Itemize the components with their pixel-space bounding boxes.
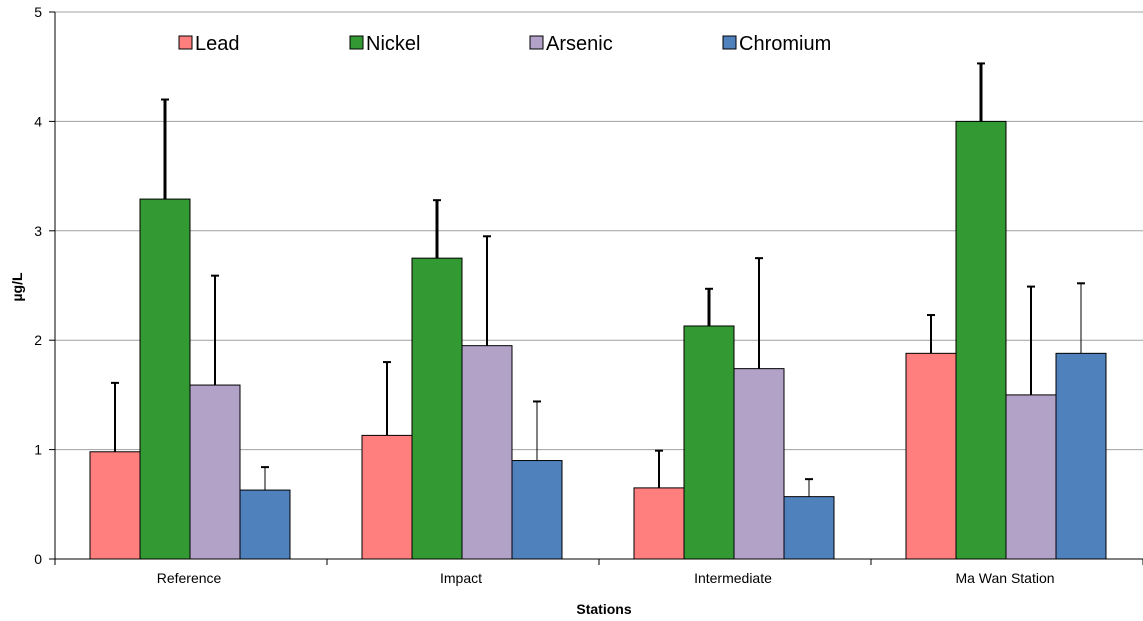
x-tick-label: Ma Wan Station — [955, 570, 1054, 586]
legend-swatch-chromium — [722, 35, 737, 50]
bar-nickel-3 — [683, 325, 735, 560]
y-tick-label: 3 — [34, 223, 42, 239]
bar-arsenic-3 — [733, 368, 785, 560]
legend-label-arsenic: Arsenic — [546, 33, 613, 55]
x-tick-label: Impact — [440, 570, 482, 586]
bar-arsenic-4 — [1005, 394, 1057, 560]
y-tick-label: 2 — [34, 332, 42, 348]
legend-label-nickel: Nickel — [366, 33, 420, 55]
bar-arsenic-1 — [189, 384, 241, 560]
y-axis-title: µg/L — [9, 272, 25, 302]
legend-label-chromium: Chromium — [739, 33, 831, 55]
x-tick-label: Intermediate — [694, 570, 772, 586]
bar-nickel-1 — [139, 198, 191, 560]
y-tick-label: 0 — [34, 551, 42, 567]
y-tick-label: 4 — [34, 113, 42, 129]
bar-nickel-2 — [411, 257, 463, 560]
y-tick-label: 1 — [34, 442, 42, 458]
x-tick-label: Reference — [157, 570, 222, 586]
legend-swatch-arsenic — [529, 35, 544, 50]
bar-nickel-4 — [955, 120, 1007, 560]
bar-chromium-2 — [511, 460, 563, 560]
legend-swatch-lead — [178, 35, 193, 50]
error-bars — [111, 62, 1085, 497]
legend-swatch-nickel — [349, 35, 364, 50]
x-tick-labels: Reference Impact Intermediate Ma Wan Statio… — [157, 570, 1055, 586]
axes — [49, 11, 1143, 565]
bar-lead-4 — [905, 352, 957, 560]
y-tick-labels: 0 1 2 3 4 5 — [34, 4, 42, 567]
bar-lead-3 — [633, 487, 685, 560]
bar-lead-1 — [89, 451, 141, 560]
bar-lead-2 — [361, 434, 413, 560]
bar-chromium-1 — [239, 489, 291, 560]
bars — [89, 120, 1107, 560]
y-tick-label: 5 — [34, 4, 42, 20]
x-axis-title: Stations — [576, 601, 631, 617]
bar-arsenic-2 — [461, 345, 513, 560]
bar-chromium-4 — [1055, 352, 1107, 560]
bar-chromium-3 — [783, 496, 835, 560]
legend: Lead Nickel Arsenic Chromium — [178, 33, 831, 55]
legend-label-lead: Lead — [195, 33, 240, 55]
